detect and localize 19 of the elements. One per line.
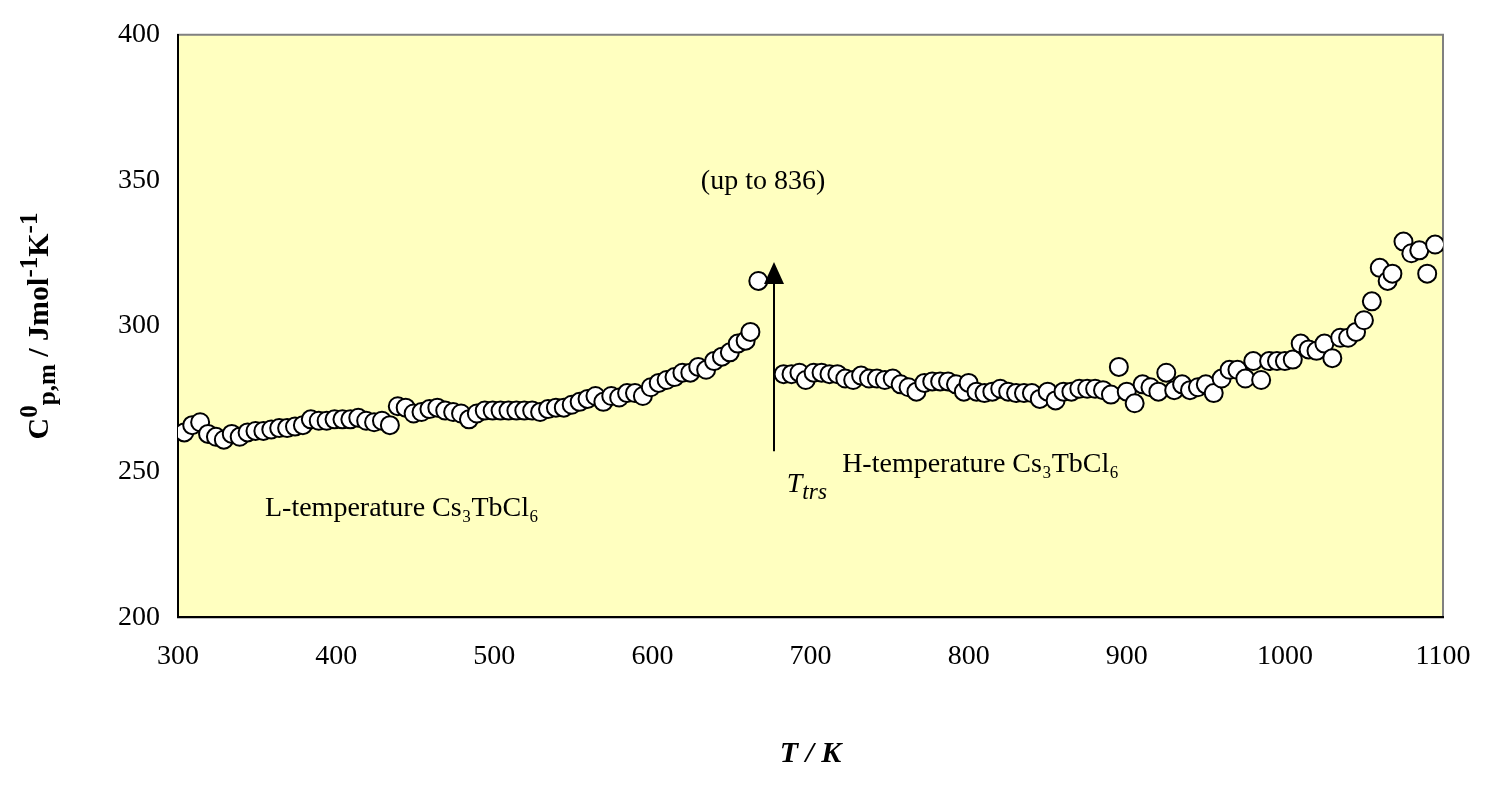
y-tick-label: 400 <box>118 17 160 49</box>
y-tick-label: 250 <box>118 454 160 486</box>
x-axis-title: T / K <box>779 735 842 769</box>
x-tick-label: 1100 <box>1415 638 1471 670</box>
x-tick-label: 600 <box>631 638 674 670</box>
annotation: L-temperature Cs₃TbCl₆ <box>264 490 539 523</box>
x-tick-label: 400 <box>315 638 358 670</box>
annotation: (up to 836) <box>700 164 826 197</box>
x-tick-label: 700 <box>789 638 832 670</box>
x-tick-label: 500 <box>473 638 516 670</box>
x-tick-label: 1000 <box>1256 638 1313 670</box>
annotation: T$_{trs}$ <box>786 467 827 506</box>
y-tick-label: 200 <box>118 599 160 631</box>
x-tick-label: 800 <box>947 638 990 670</box>
x-tick-label: 300 <box>157 638 199 670</box>
x-tick-label: 900 <box>1105 638 1148 670</box>
annotation: H-temperature Cs₃TbCl₆ <box>842 447 1120 479</box>
y-tick-label: 350 <box>118 162 160 194</box>
y-tick-label: 300 <box>118 308 160 340</box>
